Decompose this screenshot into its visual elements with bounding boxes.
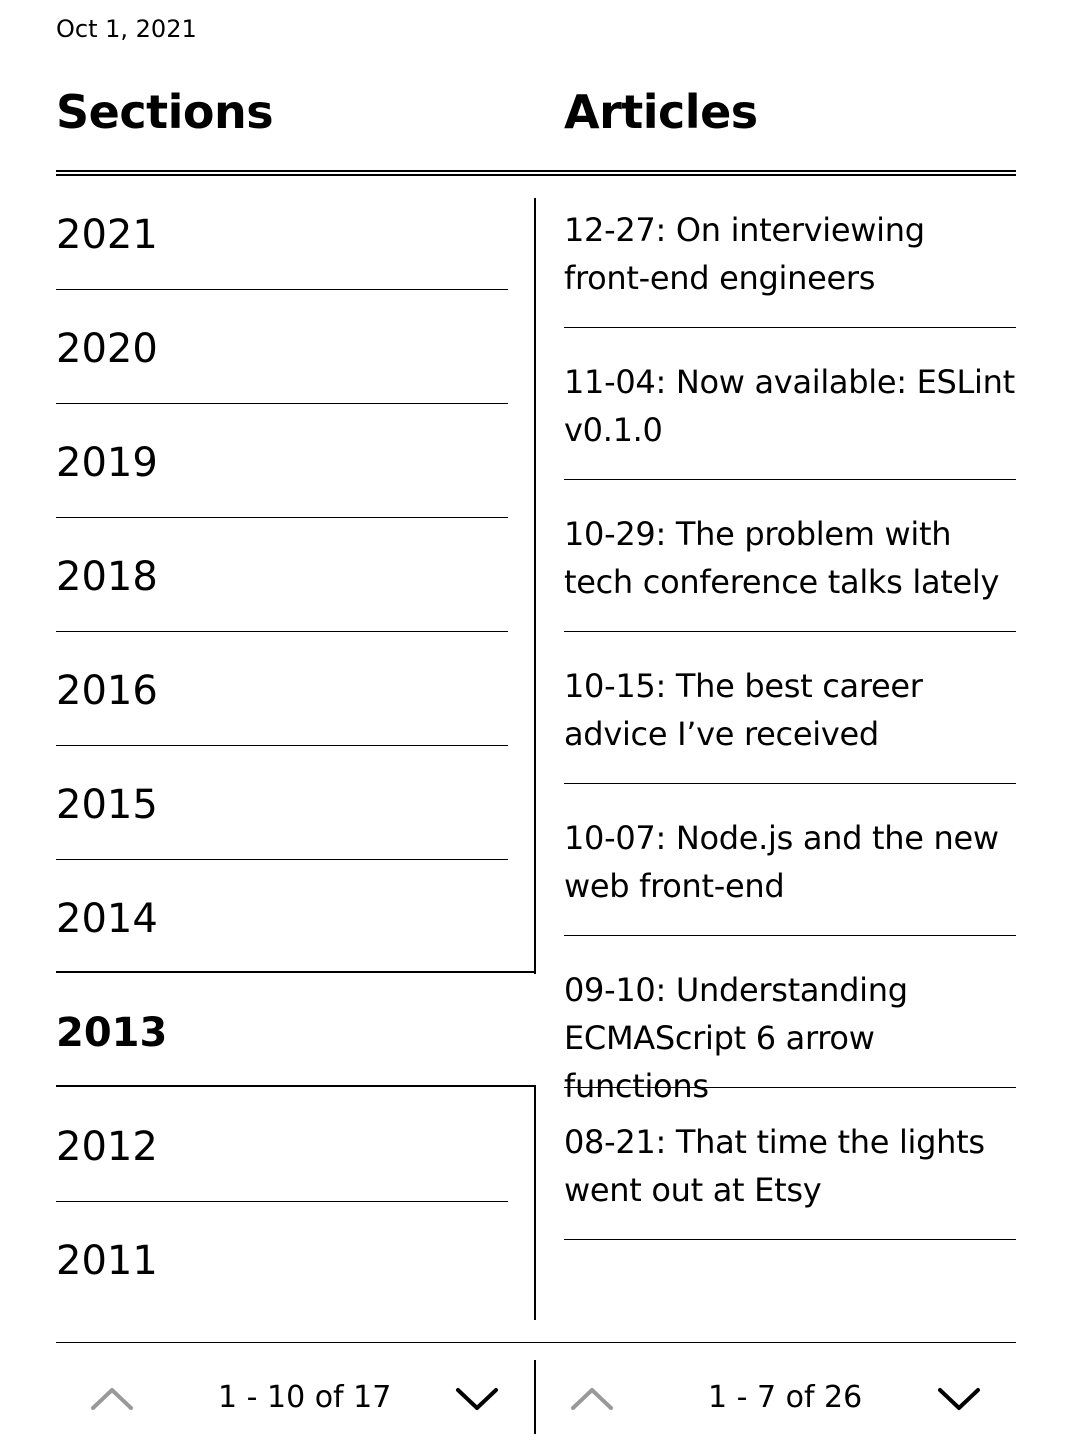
pager-divider: [534, 1360, 536, 1434]
section-item-2020[interactable]: 2020: [56, 290, 536, 404]
divider: [564, 631, 1016, 632]
selected-section-bottom-border: [56, 1085, 536, 1087]
article-title: 10-07: Node.js and the new web front-end: [564, 819, 999, 905]
section-item-label: 2013: [56, 1010, 168, 1056]
section-item-label: 2021: [56, 212, 158, 258]
chevron-up-icon: [91, 1388, 133, 1410]
section-item-2015[interactable]: 2015: [56, 746, 536, 860]
header-double-rule: [56, 170, 1016, 176]
article-title: 12-27: On interviewing front-end enginee…: [564, 211, 925, 297]
section-item-2013-selected[interactable]: 2013: [56, 974, 536, 1088]
articles-next-page-button[interactable]: [937, 1378, 981, 1418]
current-date: Oct 1, 2021: [56, 15, 197, 43]
section-item-2014[interactable]: 2014: [56, 860, 536, 974]
article-item[interactable]: 10-29: The problem with tech conference …: [564, 480, 1016, 632]
footer-rule: [56, 1342, 1016, 1343]
section-item-label: 2018: [56, 554, 158, 600]
section-item-label: 2014: [56, 896, 158, 942]
divider: [56, 745, 508, 746]
section-item-2018[interactable]: 2018: [56, 518, 536, 632]
divider: [56, 517, 508, 518]
divider: [56, 289, 508, 290]
sections-page-range: 1 - 10 of 17: [218, 1380, 392, 1415]
articles-prev-page-button[interactable]: [570, 1378, 614, 1418]
article-item[interactable]: 09-10: Understanding ECMAScript 6 arrow …: [564, 936, 1016, 1105]
section-item-2012[interactable]: 2012: [56, 1088, 536, 1202]
article-title: 10-29: The problem with tech conference …: [564, 515, 1000, 601]
sections-heading: Sections: [56, 85, 274, 139]
article-title: 08-21: That time the lights went out at …: [564, 1123, 985, 1209]
article-item[interactable]: 11-04: Now available: ESLint v0.1.0: [564, 328, 1016, 480]
sections-next-page-button[interactable]: [455, 1378, 499, 1418]
articles-heading: Articles: [564, 85, 758, 139]
sections-list: 2021 2020 2019 2018 2016 2015 2014 2013 …: [56, 176, 536, 1320]
chevron-up-icon: [571, 1388, 613, 1410]
section-item-label: 2016: [56, 668, 158, 714]
divider: [564, 783, 1016, 784]
section-item-2011[interactable]: 2011: [56, 1202, 536, 1316]
section-item-label: 2012: [56, 1124, 158, 1170]
divider: [56, 859, 508, 860]
selected-section-top-border: [56, 971, 536, 973]
article-title: 11-04: Now available: ESLint v0.1.0: [564, 363, 1015, 449]
section-item-2016[interactable]: 2016: [56, 632, 536, 746]
section-item-label: 2020: [56, 326, 158, 372]
divider: [56, 631, 508, 632]
section-item-2021[interactable]: 2021: [56, 176, 536, 290]
sections-prev-page-button[interactable]: [90, 1378, 134, 1418]
divider: [564, 1087, 1016, 1088]
section-item-label: 2011: [56, 1238, 158, 1284]
column-divider-upper: [534, 198, 536, 974]
divider: [564, 479, 1016, 480]
divider: [56, 403, 508, 404]
chevron-down-icon: [938, 1388, 980, 1410]
section-item-label: 2015: [56, 782, 158, 828]
article-title: 09-10: Understanding ECMAScript 6 arrow …: [564, 971, 908, 1105]
articles-page-range: 1 - 7 of 26: [708, 1380, 863, 1415]
section-item-2019[interactable]: 2019: [56, 404, 536, 518]
article-item[interactable]: 10-07: Node.js and the new web front-end: [564, 784, 1016, 936]
article-item[interactable]: 12-27: On interviewing front-end enginee…: [564, 176, 1016, 328]
section-item-label: 2019: [56, 440, 158, 486]
article-item[interactable]: 08-21: That time the lights went out at …: [564, 1088, 1016, 1240]
article-item[interactable]: 10-15: The best career advice I’ve recei…: [564, 632, 1016, 784]
divider: [564, 327, 1016, 328]
column-divider-lower: [534, 1085, 536, 1320]
divider: [564, 1239, 1016, 1240]
chevron-down-icon: [456, 1388, 498, 1410]
divider: [564, 935, 1016, 936]
article-title: 10-15: The best career advice I’ve recei…: [564, 667, 923, 753]
divider: [56, 1201, 508, 1202]
